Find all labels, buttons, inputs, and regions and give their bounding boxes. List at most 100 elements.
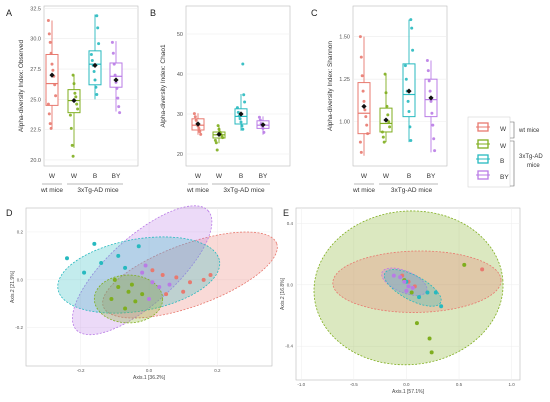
data-point (429, 99, 433, 103)
y-tick-label: 32.5 (30, 6, 41, 12)
data-point (243, 100, 247, 104)
x-tick-label: 0.5 (456, 382, 463, 387)
data-point (213, 138, 217, 142)
data-point (73, 91, 77, 95)
group-label-wt: wt mice (40, 187, 63, 194)
data-point (403, 64, 407, 68)
y-tick-label: 20 (177, 152, 183, 158)
data-point (117, 105, 121, 109)
y-axis-label: Alpha-diversity Index: Observed (18, 40, 25, 133)
data-point-BY (147, 296, 151, 301)
data-point (53, 83, 57, 87)
data-point (116, 96, 120, 100)
data-point (75, 102, 79, 106)
plot-frame (185, 5, 291, 167)
data-point-tg_W (133, 299, 138, 304)
data-point (431, 123, 435, 127)
data-point (112, 62, 116, 66)
x-tick-label: 0.2 (214, 368, 221, 373)
group-label-tg: 3xTg-AD mice (223, 187, 265, 194)
data-point-B (116, 253, 121, 258)
panel-letter-e: E (283, 208, 289, 218)
mean-marker (71, 97, 77, 104)
data-point (236, 110, 240, 114)
y-tick-label: -0.4 (285, 344, 293, 349)
box (45, 53, 59, 106)
x-tick-label: W (49, 173, 56, 180)
boxplot-panel-observed: 20.0 22.5 25.0 27.5 30.0 32.5 Alpha-diversity … (18, 5, 139, 194)
data-point (95, 14, 99, 18)
data-point (97, 42, 101, 46)
panel-letter-d: D (6, 208, 13, 218)
data-point (95, 92, 99, 96)
mean-marker (216, 131, 222, 137)
data-point (408, 125, 412, 129)
data-point (262, 130, 266, 134)
data-point-tg_W (427, 336, 432, 341)
data-point (242, 93, 246, 97)
data-point-wt_W (201, 277, 206, 282)
data-point-B (136, 244, 141, 249)
x-tick-label: W (361, 173, 368, 180)
data-point (216, 124, 220, 128)
data-point-B (433, 290, 438, 295)
x-tick-label: W (71, 173, 78, 180)
data-point-wt_W (164, 292, 169, 297)
x-tick-label: -1.0 (297, 382, 305, 387)
data-point (46, 102, 50, 106)
pcoa-panel-e: -1.0 -0.5 0.0 0.5 1.0 0.4 0.0 -0.4 Axis.1 [57.1%… (280, 207, 521, 395)
data-point (360, 74, 364, 78)
x-axis-label: Axis.1 [57.1%] (392, 389, 425, 395)
y-tick-label: 40 (177, 72, 183, 78)
legend-label-w-wt: W (500, 126, 507, 133)
x-tick-label: 0.0 (146, 368, 153, 373)
data-point (364, 115, 368, 119)
data-point (89, 52, 93, 56)
confidence-ellipse-wt_W (102, 231, 278, 319)
y-tick-label: 22.5 (30, 128, 41, 134)
data-point (380, 130, 384, 134)
confidence-ellipse-BY (72, 205, 213, 336)
confidence-ellipse-B (57, 236, 221, 314)
data-point-B (92, 241, 97, 246)
confidence-ellipse-wt_W (332, 250, 502, 313)
data-point-BY (140, 270, 145, 275)
data-point (261, 126, 265, 130)
legend-group-tg-line2: mice (527, 163, 540, 169)
data-point (69, 126, 73, 130)
panel-letter-a: A (6, 8, 12, 18)
data-point-B (65, 256, 69, 261)
data-point (384, 91, 388, 95)
data-point (425, 58, 429, 62)
data-point (361, 89, 365, 93)
data-point-tg_W (126, 289, 131, 294)
x-tick-label: W (195, 173, 202, 180)
data-point (96, 26, 100, 30)
data-point (90, 59, 94, 63)
y-tick-label: 25.0 (30, 97, 41, 103)
y-tick-label: 0.0 (287, 282, 294, 287)
group-label-tg: 3xTg-AD mice (391, 187, 433, 194)
x-tick-label: -0.2 (77, 368, 85, 373)
y-axis-label: Axis.2 [16.8%] (280, 277, 286, 310)
y-tick-label: 50 (177, 32, 183, 38)
data-point (257, 115, 261, 119)
y-tick-label: 1.25 (339, 77, 350, 83)
y-tick-label: 0.0 (17, 277, 24, 282)
data-point-tg_W (109, 296, 114, 301)
y-axis-label: Alpha-diversity Index: Shannon (327, 41, 334, 131)
data-point-tg_W (123, 306, 128, 311)
data-point (49, 126, 53, 130)
x-tick-label: 1.0 (508, 382, 515, 387)
group-label-tg: 3xTg-AD mice (77, 187, 119, 194)
mean-marker (260, 122, 266, 128)
data-point (410, 26, 414, 30)
data-point (359, 150, 363, 154)
data-point-BY (410, 285, 415, 290)
data-point-B (417, 295, 422, 300)
x-tick-label: BY (112, 173, 121, 180)
data-point (94, 85, 98, 89)
data-point-BY (150, 280, 155, 285)
data-point (407, 110, 411, 114)
